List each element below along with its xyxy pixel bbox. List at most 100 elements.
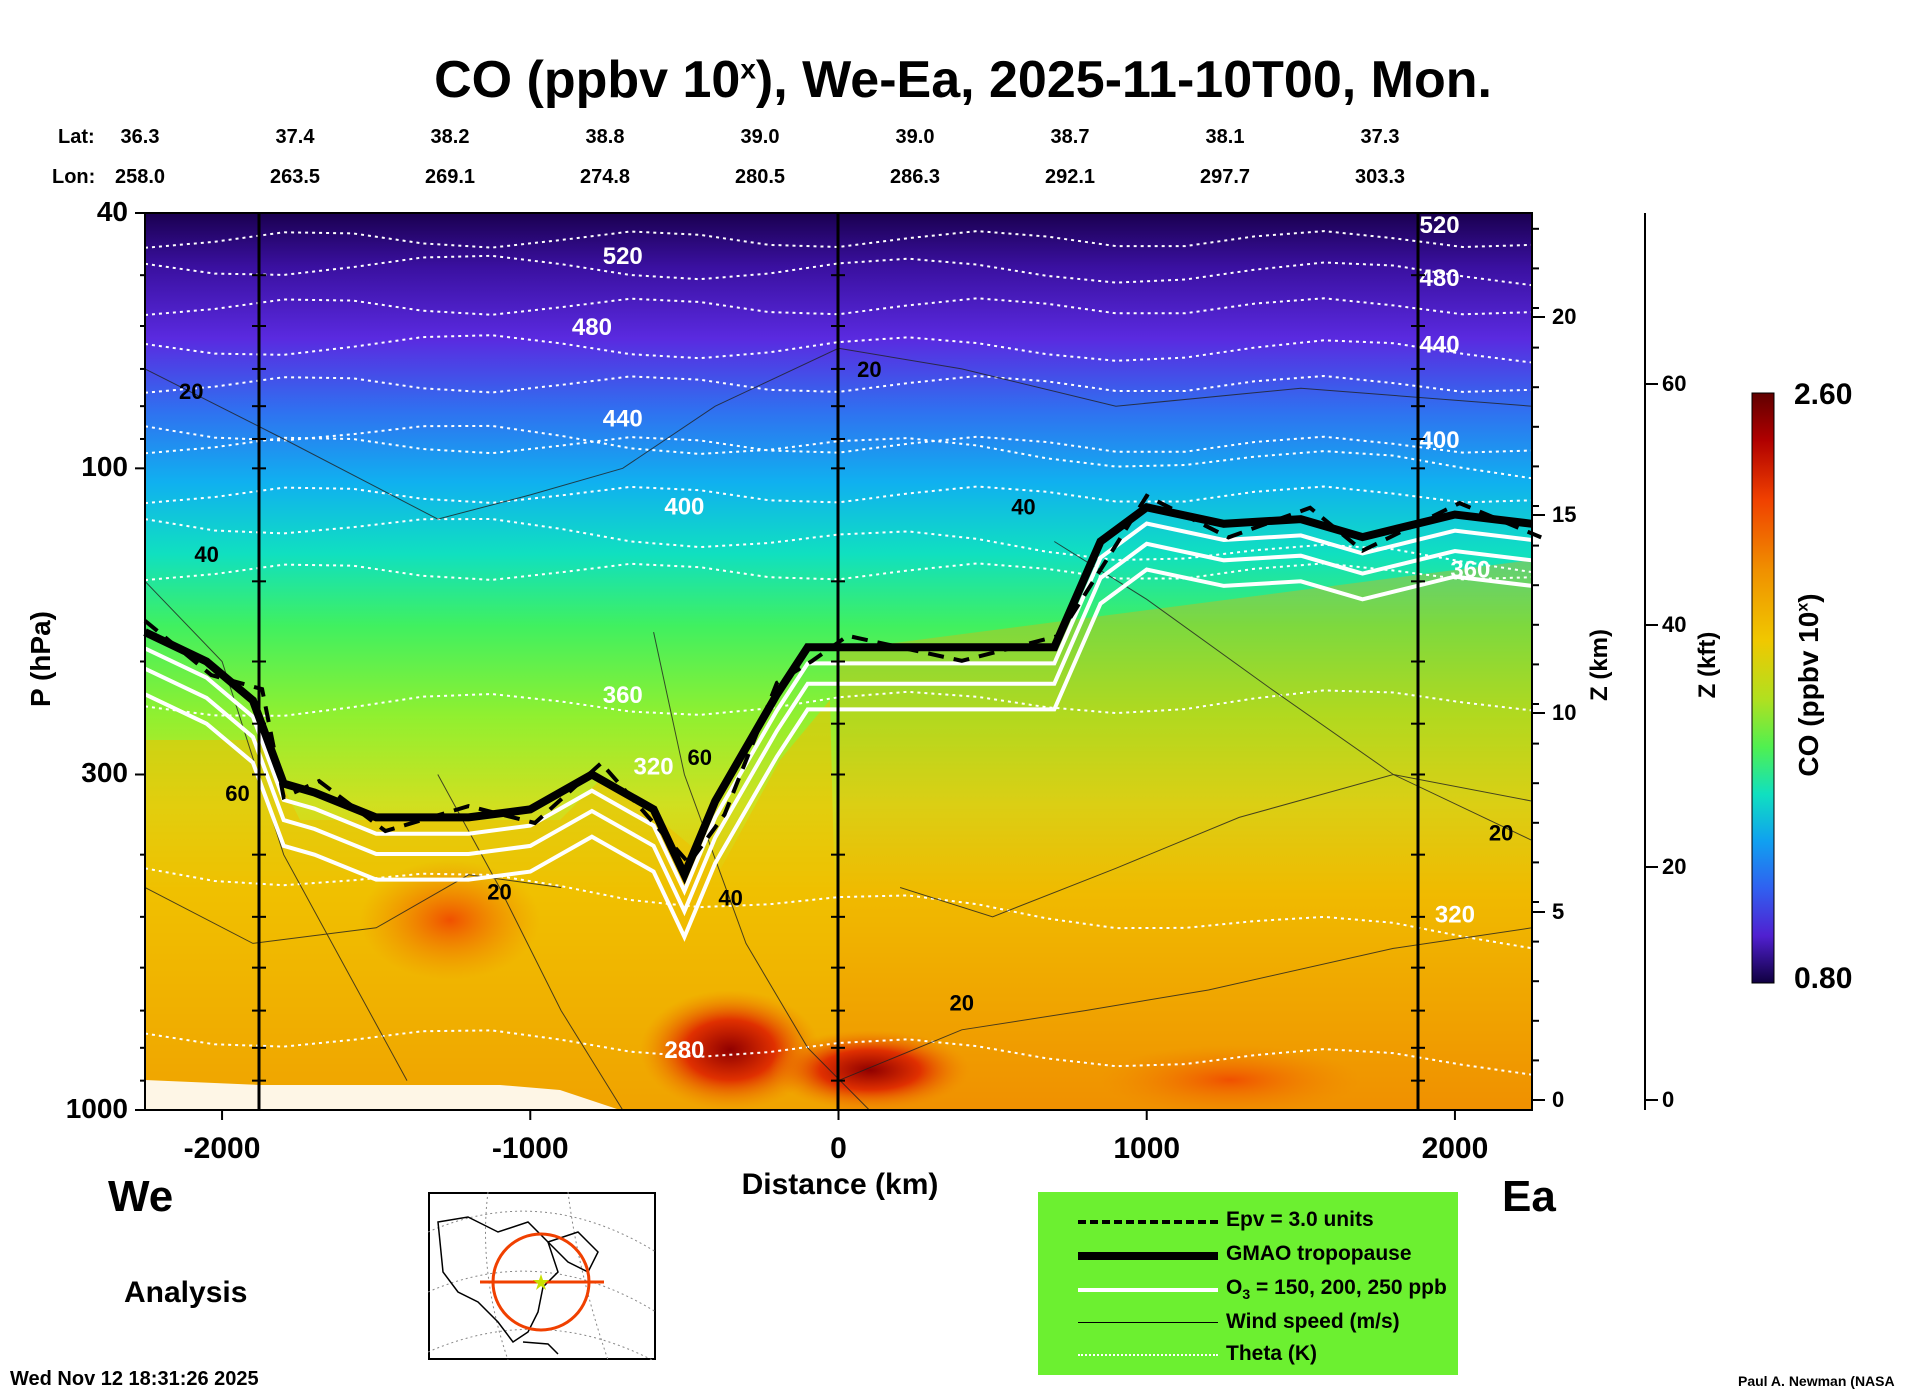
theta-label: 280 xyxy=(664,1037,704,1064)
legend-tropopause-swatch xyxy=(1078,1252,1218,1260)
x-tick-label: 2000 xyxy=(1421,1132,1489,1165)
lat-label: Lat: xyxy=(58,126,95,148)
lat-value: 37.4 xyxy=(275,126,315,148)
legend-row-theta: Theta (K) xyxy=(1038,1340,1458,1372)
theta-line xyxy=(144,485,1533,505)
legend-theta-text: Theta (K) xyxy=(1226,1342,1317,1365)
z-km-label: Z (km) xyxy=(1586,629,1613,701)
legend-epv-text: Epv = 3.0 units xyxy=(1226,1208,1374,1231)
theta-line xyxy=(144,435,1533,455)
legend-row-o3: O3 = 150, 200, 250 ppb xyxy=(1038,1274,1458,1306)
lat-value: 39.0 xyxy=(740,126,780,148)
theta-line xyxy=(144,424,1533,480)
wind-label: 20 xyxy=(950,991,974,1016)
theta-contours xyxy=(144,230,1533,1076)
lat-value: 38.7 xyxy=(1050,126,1090,148)
lon-value: 286.3 xyxy=(889,166,941,188)
theta-line xyxy=(144,689,1533,717)
z-ticks xyxy=(1532,227,1658,1101)
wind-label: 40 xyxy=(1011,494,1035,519)
co-warm-east xyxy=(840,560,1532,1110)
x-tick-label: -1000 xyxy=(491,1132,569,1165)
wind-label: 20 xyxy=(487,880,511,905)
wind-contour xyxy=(653,631,870,1111)
zkm-tick-label: 10 xyxy=(1552,700,1577,725)
vline-ticks xyxy=(252,274,1425,1082)
zkm-tick-label: 5 xyxy=(1552,899,1565,924)
x-axis-label: Distance (km) xyxy=(741,1168,939,1201)
zkft-tick-label: 20 xyxy=(1662,854,1687,879)
lat-value: 38.1 xyxy=(1205,126,1245,148)
theta-line xyxy=(144,334,1533,364)
wind-label: 20 xyxy=(179,379,203,404)
zkft-tick-label: 60 xyxy=(1662,371,1687,396)
lon-value: 258.0 xyxy=(114,166,166,188)
theta-line xyxy=(144,374,1533,394)
inset-coastline xyxy=(437,1216,559,1344)
wind-contour xyxy=(1054,541,1533,841)
colorbar-min-label: 0.80 xyxy=(1794,962,1853,995)
theta-line xyxy=(144,1029,1533,1076)
theta-label: 440 xyxy=(1420,332,1460,359)
colorbar-max-label: 2.60 xyxy=(1794,378,1853,411)
wind-contour xyxy=(437,774,624,1111)
legend-o3-swatch xyxy=(1078,1288,1218,1292)
wind-label: 40 xyxy=(718,885,742,910)
inset-coastline-3 xyxy=(522,1341,559,1355)
colorbar-label: CO (ppbv 10x) xyxy=(1793,575,1827,795)
legend-row-epv: Epv = 3.0 units xyxy=(1038,1206,1458,1238)
tropopause-line xyxy=(143,503,1533,885)
wind-contour xyxy=(899,773,1533,918)
lon-value: 263.5 xyxy=(269,166,321,188)
theta-line xyxy=(144,254,1533,287)
wind-label: 40 xyxy=(194,542,218,567)
lon-value: 274.8 xyxy=(579,166,631,188)
theta-label: 520 xyxy=(603,243,643,270)
west-label: We xyxy=(108,1172,174,1221)
wind-contour xyxy=(838,927,1533,1082)
analysis-label: Analysis xyxy=(124,1276,248,1309)
zkft-tick-label: 0 xyxy=(1662,1087,1675,1112)
y-axis-label: P (hPa) xyxy=(25,611,56,707)
y-tick-label: 1000 xyxy=(65,1093,128,1124)
wind-contour xyxy=(144,874,562,944)
lat-value: 39.0 xyxy=(895,126,935,148)
x-tick-label: 0 xyxy=(830,1132,847,1165)
legend-wind-text: Wind speed (m/s) xyxy=(1226,1310,1400,1333)
ozone-line xyxy=(144,567,1533,942)
wind-contours xyxy=(144,347,1533,1111)
inset-star xyxy=(533,1274,549,1290)
lat-value: 37.3 xyxy=(1360,126,1400,148)
zkm-tick-label: 0 xyxy=(1552,1087,1565,1112)
colorbar-label-end: ) xyxy=(1793,593,1824,603)
wind-label: 20 xyxy=(1489,820,1513,845)
theta-line xyxy=(144,517,1533,574)
theta-label: 400 xyxy=(1420,427,1460,454)
y-tick-label: 300 xyxy=(81,757,128,789)
lat-value: 36.3 xyxy=(120,126,160,148)
lon-label: Lon: xyxy=(52,166,96,188)
theta-label: 400 xyxy=(664,493,704,520)
zkft-tick-label: 40 xyxy=(1662,612,1687,637)
chart-title: CO (ppbv 10x), We-Ea, 2025-11-10T00, Mon… xyxy=(0,50,1926,110)
legend-o3-text: O3 = 150, 200, 250 ppb xyxy=(1226,1276,1447,1302)
legend: Epv = 3.0 units GMAO tropopause O3 = 150… xyxy=(1038,1192,1458,1375)
theta-line xyxy=(144,562,1533,582)
y-tick-label: 100 xyxy=(81,451,128,483)
zkm-tick-label: 15 xyxy=(1552,502,1577,527)
zkm-tick-label: 20 xyxy=(1552,304,1577,329)
wind-label: 60 xyxy=(688,745,712,770)
wind-label: 20 xyxy=(857,357,881,382)
inset-coastline-2 xyxy=(546,1231,599,1274)
lon-value: 280.5 xyxy=(734,166,786,188)
colorbar xyxy=(1751,392,1775,984)
co-hotspot-3 xyxy=(770,1030,970,1110)
timestamp: Wed Nov 12 18:31:26 2025 xyxy=(10,1368,259,1390)
theta-label: 320 xyxy=(634,753,674,780)
co-hotspot-1 xyxy=(360,860,540,980)
axis-ticks xyxy=(135,212,1456,1120)
theta-label: 320 xyxy=(1435,901,1475,928)
epv-line xyxy=(143,493,1542,867)
ozone-line xyxy=(144,541,1533,917)
